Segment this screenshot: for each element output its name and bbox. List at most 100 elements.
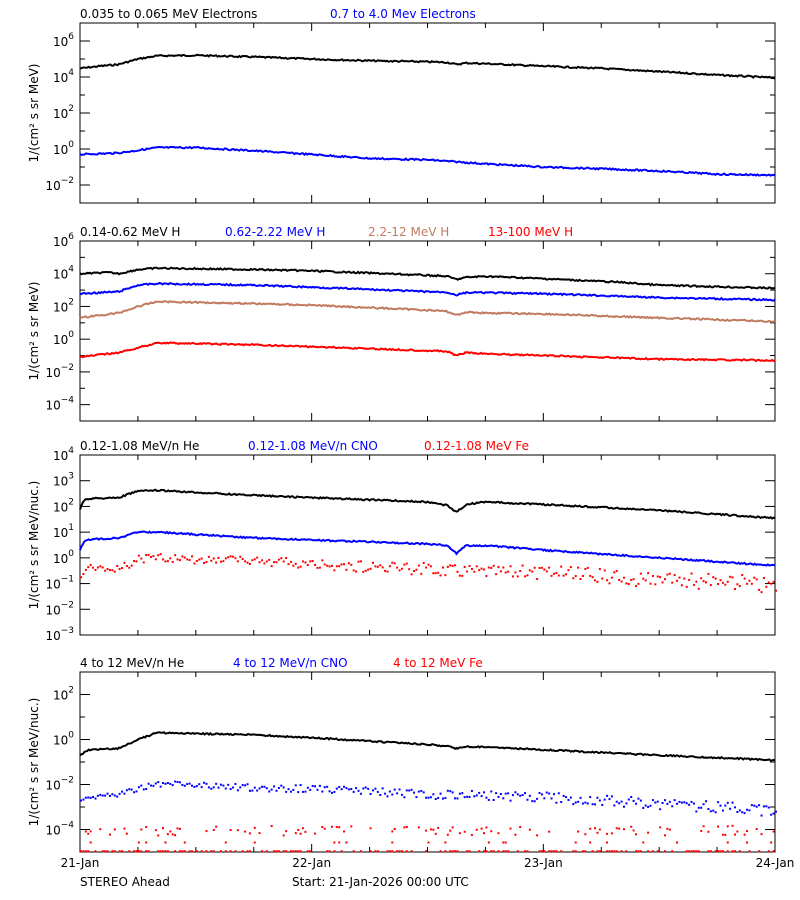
data-point	[574, 575, 577, 578]
data-point	[618, 578, 621, 581]
data-point	[548, 792, 551, 795]
series-line	[79, 731, 776, 762]
data-point	[174, 834, 177, 837]
data-point	[203, 781, 206, 784]
panel-2: 10−4 10−2 100 102 104 106 1/(cm² s sr MeV) 0.14…	[27, 225, 776, 422]
data-point	[685, 850, 688, 853]
data-point	[260, 850, 263, 853]
data-point	[606, 850, 609, 853]
data-point	[195, 560, 198, 563]
data-point	[147, 850, 150, 853]
data-point	[111, 569, 114, 572]
data-point	[552, 793, 555, 796]
data-point	[234, 783, 237, 786]
data-point	[569, 566, 572, 569]
data-point	[210, 850, 213, 853]
data-point	[183, 850, 186, 853]
data-point	[560, 801, 563, 804]
data-point	[543, 850, 546, 853]
data-point	[584, 801, 587, 804]
series-2	[79, 281, 776, 302]
data-point	[741, 574, 744, 577]
data-point	[610, 832, 613, 835]
data-point	[622, 828, 625, 831]
data-point	[224, 557, 227, 560]
data-point	[427, 563, 430, 566]
data-point	[630, 825, 633, 828]
data-point	[314, 563, 317, 566]
data-point	[137, 841, 140, 844]
data-point	[340, 850, 343, 853]
data-point	[548, 830, 551, 833]
legend-entry: 4 to 12 MeV Fe	[393, 656, 483, 670]
data-point	[343, 563, 346, 566]
data-point	[709, 810, 712, 813]
data-point	[166, 560, 169, 563]
data-point	[178, 559, 181, 562]
data-point	[557, 574, 560, 577]
data-point	[767, 850, 770, 853]
data-point	[335, 825, 338, 828]
y-tick-label: 100	[53, 140, 74, 157]
x-tick-label: 22-Jan	[292, 856, 331, 870]
data-point	[441, 797, 444, 800]
data-point	[338, 841, 341, 844]
data-point	[80, 576, 82, 579]
data-point	[258, 832, 261, 835]
data-point	[543, 568, 546, 571]
data-point	[253, 558, 256, 561]
y-tick-label: 102	[53, 497, 74, 514]
data-point	[174, 850, 177, 853]
data-point	[318, 784, 321, 787]
data-point	[340, 788, 343, 791]
y-tick-label: 106	[53, 232, 74, 249]
data-point	[618, 802, 621, 805]
data-point	[726, 580, 729, 583]
data-point	[480, 567, 483, 570]
data-point	[128, 850, 131, 853]
y-axis-label: 1/(cm² s sr MeV)	[27, 64, 41, 163]
data-point	[188, 782, 191, 785]
data-point	[743, 812, 746, 815]
data-point	[485, 575, 488, 578]
data-point	[540, 793, 543, 796]
data-point	[555, 572, 558, 575]
data-point	[594, 803, 597, 806]
data-point	[297, 828, 300, 831]
data-point	[468, 795, 471, 798]
data-point	[260, 559, 263, 562]
data-point	[775, 810, 777, 813]
data-point	[215, 825, 218, 828]
data-point	[108, 569, 111, 572]
data-point	[335, 787, 338, 790]
data-point	[661, 801, 664, 804]
data-point	[446, 833, 449, 836]
data-point	[251, 559, 254, 562]
data-point	[84, 796, 87, 799]
data-point	[142, 788, 145, 791]
data-point	[326, 850, 329, 853]
data-point	[99, 793, 102, 796]
data-point	[145, 850, 148, 853]
data-point	[181, 555, 184, 558]
data-point	[504, 792, 507, 795]
data-point	[174, 554, 177, 557]
data-point	[635, 850, 638, 853]
data-point	[137, 850, 140, 853]
data-point	[275, 789, 278, 792]
data-point	[746, 582, 749, 585]
data-point	[606, 579, 609, 582]
data-point	[721, 581, 724, 584]
data-point	[765, 805, 768, 808]
data-point	[302, 790, 305, 793]
data-point	[229, 850, 232, 853]
data-point	[678, 576, 681, 579]
data-point	[543, 797, 546, 800]
data-point	[282, 786, 285, 789]
series-3	[79, 300, 776, 323]
data-point	[552, 850, 555, 853]
data-point	[282, 834, 285, 837]
data-point	[574, 841, 577, 844]
data-point	[285, 790, 288, 793]
